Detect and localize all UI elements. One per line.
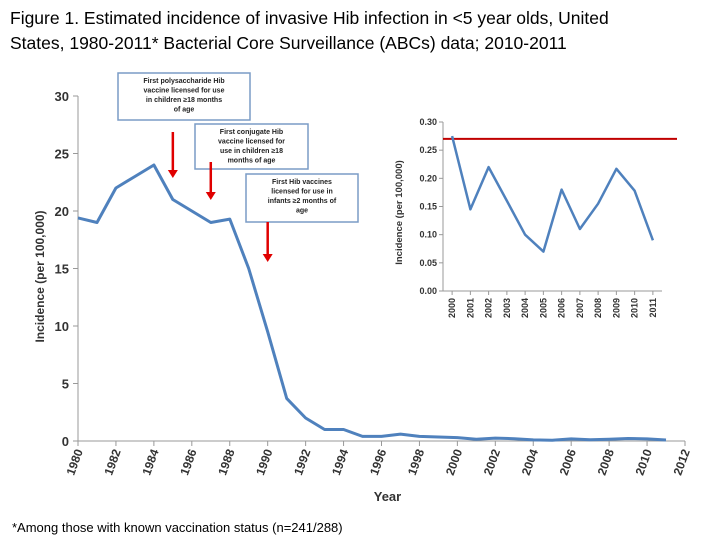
callout-text-line: First Hib vaccines (272, 179, 332, 186)
inset-x-tick-label: 2006 (557, 298, 567, 318)
main-x-tick-label: 1988 (215, 447, 237, 477)
main-x-axis-title: Year (374, 489, 401, 504)
inset-x-tick-label: 2007 (575, 298, 585, 318)
inset-y-tick-label: 0.00 (419, 286, 437, 296)
inset-x-tick-label: 2009 (611, 298, 621, 318)
inset-x-tick-label: 2011 (648, 298, 658, 318)
main-x-tick-label: 1992 (291, 447, 313, 477)
inset-y-tick-label: 0.20 (419, 173, 437, 183)
main-x-tick-label: 2006 (557, 447, 579, 477)
main-y-axis-title: Incidence (per 100,000) (33, 210, 47, 342)
main-x-tick-label: 1986 (177, 447, 199, 477)
callout-text-line: in children ≥18 months (146, 97, 222, 104)
main-y-tick-label: 25 (55, 147, 69, 162)
main-x-tick-label: 2000 (443, 447, 465, 477)
main-x-tick-label: 2002 (481, 447, 503, 477)
main-x-tick-label: 1982 (101, 447, 123, 477)
callout-text-line: vaccine licensed for use (144, 88, 225, 95)
chart-title-line-1: Figure 1. Estimated incidence of invasiv… (10, 8, 609, 28)
callout-text-line: of age (174, 107, 195, 114)
callout-text-line: First polysaccharide Hib (143, 78, 224, 85)
main-y-tick-label: 0 (62, 434, 69, 449)
main-x-tick-label: 2010 (633, 447, 655, 477)
inset-series-line (450, 135, 655, 253)
main-x-tick-label: 2004 (519, 447, 541, 477)
callout-text-line: age (296, 208, 308, 215)
callout-text-line: infants ≥2 months of (268, 198, 337, 205)
main-x-tick-label: 1998 (405, 447, 427, 477)
main-x-tick-label: 1980 (64, 447, 86, 477)
main-x-tick-label: 2012 (671, 447, 693, 477)
inset-x-tick-label: 2008 (593, 298, 603, 318)
inset-x-tick-label: 2001 (465, 298, 475, 318)
callout-text-line: First conjugate Hib (220, 129, 283, 136)
inset-x-tick-label: 2000 (447, 298, 457, 318)
callout-box (194, 123, 309, 170)
callout-box (117, 72, 251, 121)
inset-x-tick-label: 2003 (502, 298, 512, 318)
main-y-tick-label: 10 (55, 319, 69, 334)
callout-box (245, 173, 359, 223)
chart-title-line-2: States, 1980-2011* Bacterial Core Survei… (10, 33, 567, 53)
main-y-tick-label: 5 (62, 377, 69, 392)
main-y-tick-label: 20 (55, 204, 69, 219)
main-x-tick-label: 1996 (367, 447, 389, 477)
main-y-tick-label: 15 (55, 262, 69, 277)
inset-x-tick-label: 2005 (538, 298, 548, 318)
inset-x-tick-label: 2004 (520, 298, 530, 318)
inset-y-tick-label: 0.15 (419, 202, 437, 212)
footnote: *Among those with known vaccination stat… (12, 520, 343, 535)
callout-text-line: vaccine licensed for (218, 139, 285, 146)
main-x-tick-label: 2008 (595, 447, 617, 477)
main-x-tick-label: 1990 (253, 447, 275, 477)
inset-y-tick-label: 0.30 (419, 117, 437, 127)
inset-y-tick-label: 0.10 (419, 230, 437, 240)
inset-chart-background (384, 108, 684, 346)
main-series-line (77, 163, 667, 442)
callout-text-line: use in children ≥18 (220, 148, 283, 155)
callout-arrow-head (205, 192, 216, 200)
main-x-tick-label: 1984 (139, 447, 161, 477)
chart-title: Figure 1. Estimated incidence of invasiv… (10, 6, 710, 56)
main-y-tick-label: 30 (55, 89, 69, 104)
callout-text-line: licensed for use in (271, 189, 332, 196)
inset-y-tick-label: 0.25 (419, 145, 437, 155)
inset-x-tick-label: 2010 (630, 298, 640, 318)
inset-y-tick-label: 0.05 (419, 258, 437, 268)
callout-text-line: months of age (228, 158, 276, 165)
inset-x-tick-label: 2002 (484, 298, 494, 318)
inset-y-axis-title: Incidence (per 100,000) (394, 160, 405, 265)
callout-arrow-head (167, 170, 178, 178)
main-x-tick-label: 1994 (329, 447, 351, 477)
callout-arrow-head (262, 254, 273, 262)
